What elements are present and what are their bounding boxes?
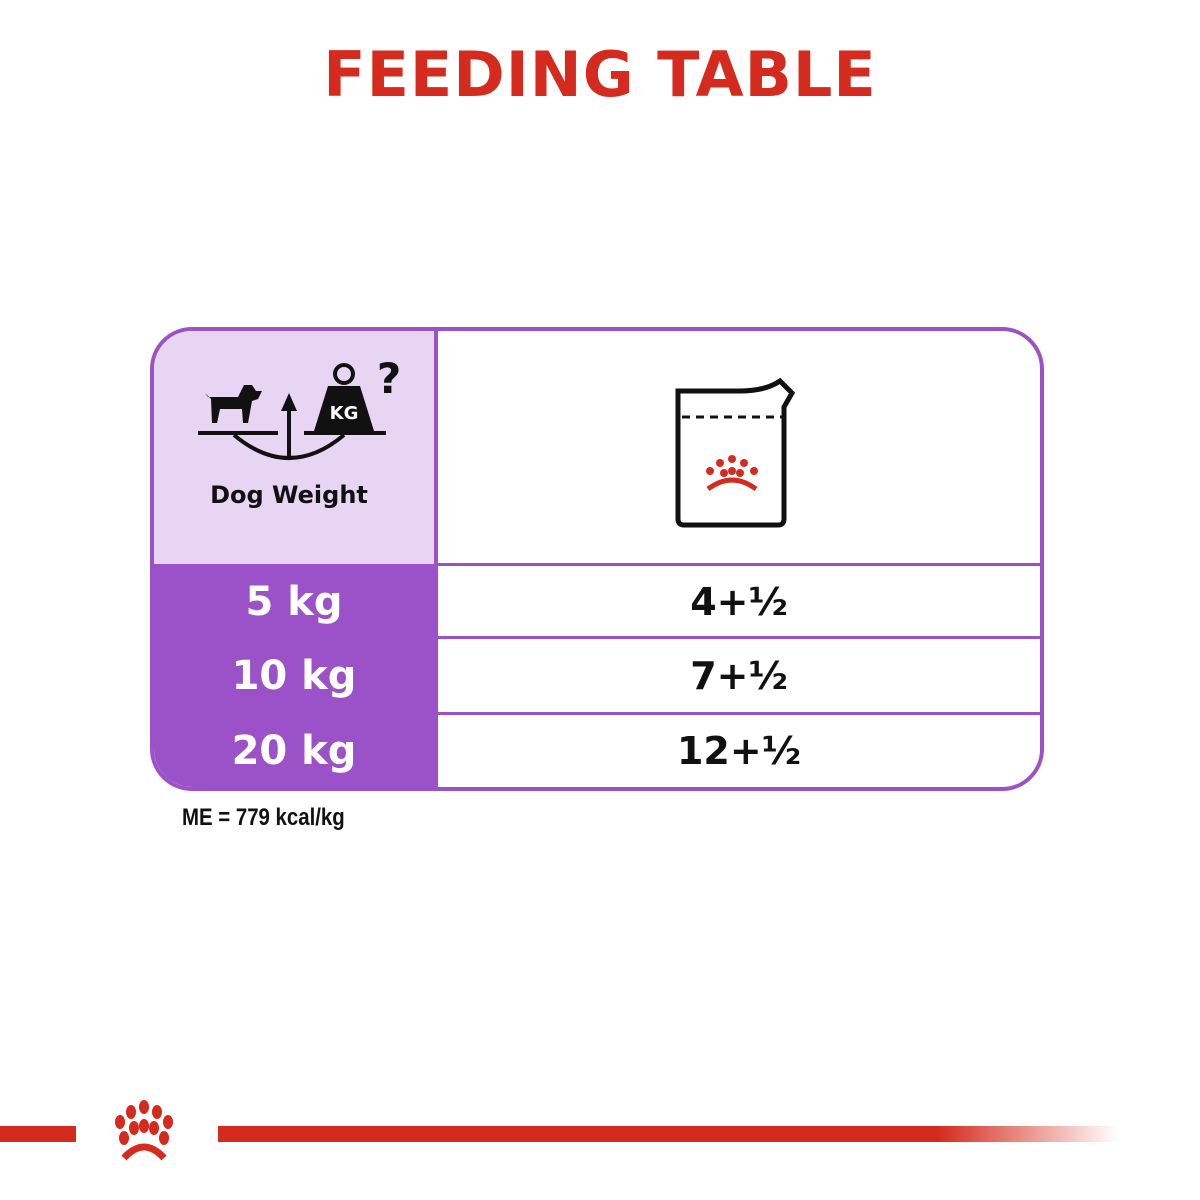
weight-column-body — [154, 564, 434, 787]
column-divider — [434, 331, 438, 787]
amount-cell: 12+½ — [676, 729, 802, 773]
amount-cell: 7+½ — [690, 654, 788, 698]
feeding-table: KG ? Dog Weight 5 kg 4+½ 10 kg 7+½ 20 kg… — [150, 327, 1044, 791]
amount-cell: 4+½ — [690, 580, 788, 624]
weight-cell: 20 kg — [231, 728, 357, 774]
footer-line-left — [0, 1126, 76, 1142]
table-row: 10 kg 7+½ — [154, 639, 1040, 713]
row-divider — [434, 712, 1040, 715]
page-title: FEEDING TABLE — [323, 38, 877, 111]
footer-line-right — [218, 1126, 1118, 1142]
wet-food-pouch-crown-icon — [675, 377, 796, 528]
weight-header-cell: KG ? Dog Weight — [154, 331, 434, 564]
svg-text:?: ? — [377, 354, 401, 403]
weight-cell: 10 kg — [231, 653, 357, 699]
dog-scale-kg-question-icon: KG ? — [198, 354, 401, 460]
royal-canin-crown-icon — [115, 1100, 173, 1161]
table-row: 5 kg 4+½ — [154, 565, 1040, 639]
svg-text:KG: KG — [330, 403, 359, 424]
table-row: 20 kg 12+½ — [154, 714, 1040, 787]
row-divider — [434, 636, 1040, 639]
row-divider — [434, 563, 1040, 566]
dog-weight-label: Dog Weight — [210, 481, 368, 509]
energy-footnote: ME = 779 kcal/kg — [182, 804, 345, 831]
weight-cell: 5 kg — [245, 579, 343, 625]
